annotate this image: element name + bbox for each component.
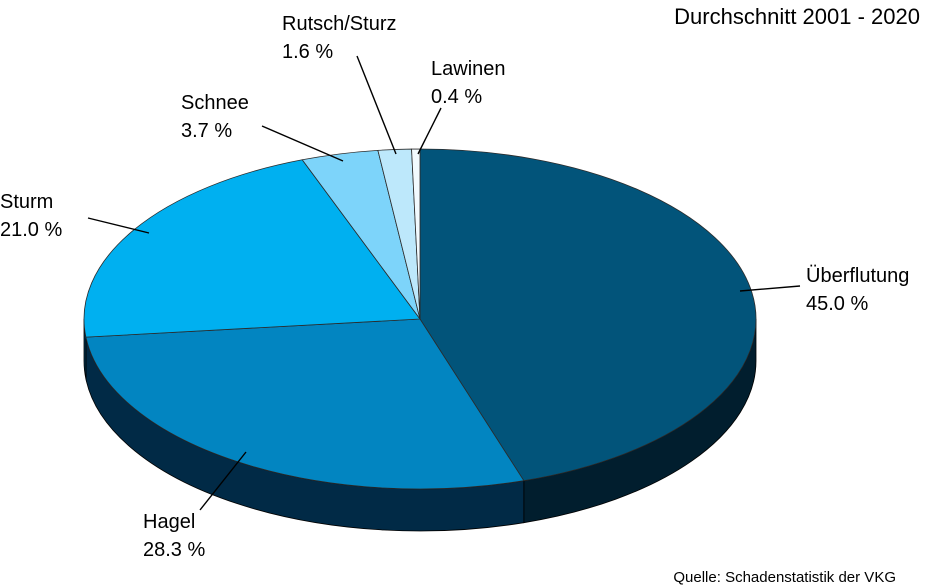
pie-slices [83,148,757,490]
slice-uberflutung [419,148,757,482]
chart-title: Durchschnitt 2001 - 2020 [674,4,920,29]
leader-line-sturm [87,217,150,234]
slice-label-uberflutung: Überflutung [806,265,909,287]
slice-value-lawinen: 0.4 % [431,86,482,108]
leader-line-rutsch-sturz [356,55,397,155]
slice-label-lawinen: Lawinen [431,58,506,80]
slice-value-rutsch-sturz: 1.6 % [282,41,333,63]
slice-label-sturm: Sturm [0,191,53,213]
slice-hagel [85,318,525,490]
slice-value-uberflutung: 45.0 % [806,293,868,315]
slice-value-hagel: 28.3 % [143,539,205,561]
slice-label-schnee: Schnee [181,92,249,114]
slice-label-hagel: Hagel [143,511,195,533]
leader-line-lawinen [417,107,442,155]
leader-line-uberflutung [739,285,801,292]
leader-line-hagel [199,451,247,511]
slice-labels: Überflutung 45.0 % Hagel 28.3 % Sturm 21.0 % S… [0,13,909,561]
source-note: Quelle: Schadenstatistik der VKG [673,569,896,586]
leader-lines [87,55,801,511]
slice-value-sturm: 21.0 % [0,219,62,241]
slice-value-schnee: 3.7 % [181,120,232,142]
slice-label-rutsch-sturz: Rutsch/Sturz [282,13,396,35]
leader-line-schnee [261,125,344,162]
